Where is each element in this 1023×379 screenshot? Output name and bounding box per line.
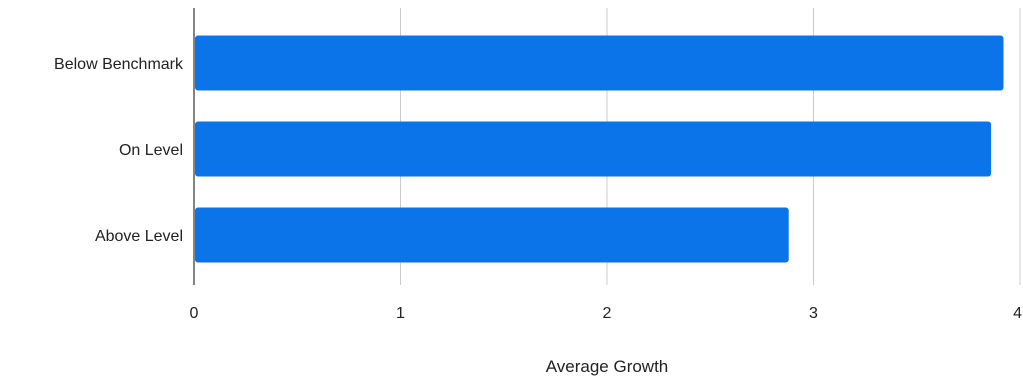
category-label-above-level: Above Level <box>95 228 183 245</box>
x-tick-labels: 0 1 2 3 4 <box>190 305 1023 322</box>
x-tick-label-3: 3 <box>809 305 818 322</box>
x-tick-label-0: 0 <box>190 305 199 322</box>
category-labels: Below Benchmark On Level Above Level <box>54 56 184 245</box>
bar-above-level <box>195 207 789 263</box>
category-label-on-level: On Level <box>119 142 183 159</box>
bar-below-benchmark <box>195 35 1004 91</box>
x-tick-label-1: 1 <box>396 305 405 322</box>
x-axis-title: Average Growth <box>546 357 669 376</box>
category-label-below-benchmark: Below Benchmark <box>54 56 184 73</box>
x-tick-label-2: 2 <box>603 305 612 322</box>
bar-on-level <box>195 121 992 177</box>
bars <box>195 35 1004 263</box>
x-tick-label-4: 4 <box>1013 305 1022 322</box>
